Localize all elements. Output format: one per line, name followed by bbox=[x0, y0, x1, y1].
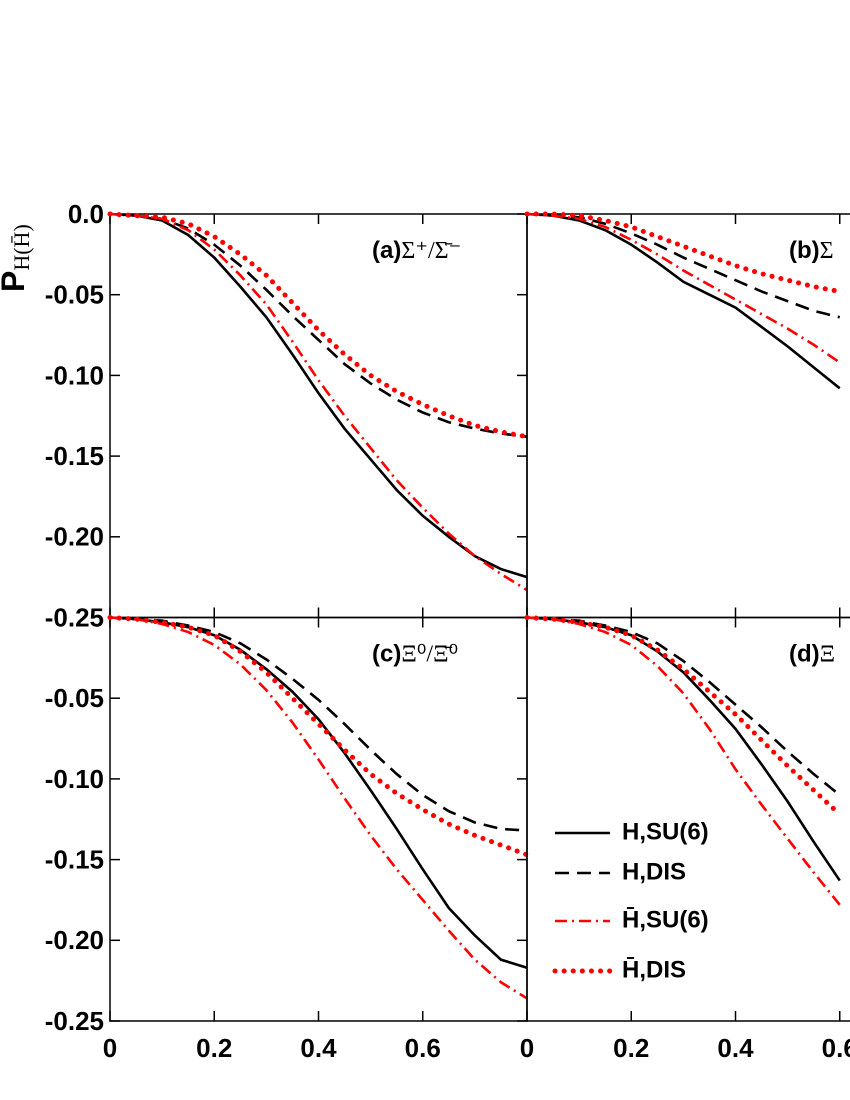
panel-label-symbol: Ξ bbox=[820, 641, 835, 667]
x-tick-label: 0.6 bbox=[405, 1033, 441, 1063]
series-line bbox=[109, 212, 528, 579]
panel-label-symbol: Ξ⁰/Ξ̄⁰ bbox=[401, 641, 458, 667]
panel-label-tag: (b) bbox=[789, 237, 820, 264]
panel-label: (d)Ξ bbox=[789, 641, 835, 668]
y-axis-label: PH(H̄) bbox=[0, 224, 34, 292]
y-tick-label: -0.25 bbox=[45, 602, 104, 632]
series-line bbox=[526, 212, 841, 390]
legend-label: H,DIS bbox=[622, 858, 686, 885]
legend-label: H̄,SU(6) bbox=[622, 906, 709, 933]
y-tick-label: -0.05 bbox=[45, 683, 104, 713]
series-line bbox=[109, 616, 528, 1000]
y-tick-label: -0.05 bbox=[45, 280, 104, 310]
y-tick-label: -0.15 bbox=[45, 441, 104, 471]
y-tick-label: -0.25 bbox=[45, 1006, 104, 1036]
y-axis-label-main: P bbox=[0, 271, 31, 292]
y-tick-label: -0.10 bbox=[45, 764, 104, 794]
series-line bbox=[526, 616, 841, 797]
series-line bbox=[109, 212, 528, 439]
panel-label-symbol: Σ⁺/Σ̄⁻ bbox=[401, 238, 461, 264]
panel-label-tag: (a) bbox=[372, 237, 401, 264]
series-line bbox=[526, 212, 841, 364]
panel-label-tag: (d) bbox=[789, 641, 820, 668]
panel-label-tag: (c) bbox=[372, 641, 401, 668]
y-tick-label: 0.0 bbox=[68, 199, 104, 229]
y-tick-label: -0.20 bbox=[45, 522, 104, 552]
x-tick-label: 0 bbox=[520, 1033, 534, 1063]
y-axis-label-sub: H(H̄) bbox=[9, 224, 34, 270]
panel-label: (a)Σ⁺/Σ̄⁻ bbox=[372, 237, 461, 264]
y-tick-label: -0.20 bbox=[45, 925, 104, 955]
panel-label-symbol: Σ bbox=[820, 238, 834, 264]
series-line bbox=[109, 616, 528, 969]
legend-label: H̄,DIS bbox=[622, 956, 686, 983]
series-line bbox=[524, 211, 843, 294]
legend-label: H,SU(6) bbox=[622, 818, 709, 845]
x-tick-label: 0.6 bbox=[822, 1033, 850, 1063]
x-tick-label: 0.2 bbox=[613, 1033, 649, 1063]
x-tick-label: 0 bbox=[103, 1033, 117, 1063]
x-tick-label: 0.2 bbox=[196, 1033, 232, 1063]
x-tick-label: 0.4 bbox=[717, 1033, 754, 1063]
panel-frame bbox=[109, 213, 528, 619]
series-line bbox=[524, 615, 843, 817]
series-line bbox=[107, 211, 530, 440]
panel-label: (c)Ξ⁰/Ξ̄⁰ bbox=[372, 641, 458, 668]
y-tick-label: -0.10 bbox=[45, 360, 104, 390]
y-tick-label: -0.15 bbox=[45, 844, 104, 874]
panel-label: (b)Σ bbox=[789, 237, 834, 264]
series-line bbox=[526, 212, 841, 319]
series-line bbox=[109, 616, 528, 832]
x-tick-label: 0.4 bbox=[300, 1033, 337, 1063]
series-line bbox=[109, 212, 528, 592]
series-line bbox=[107, 615, 530, 858]
